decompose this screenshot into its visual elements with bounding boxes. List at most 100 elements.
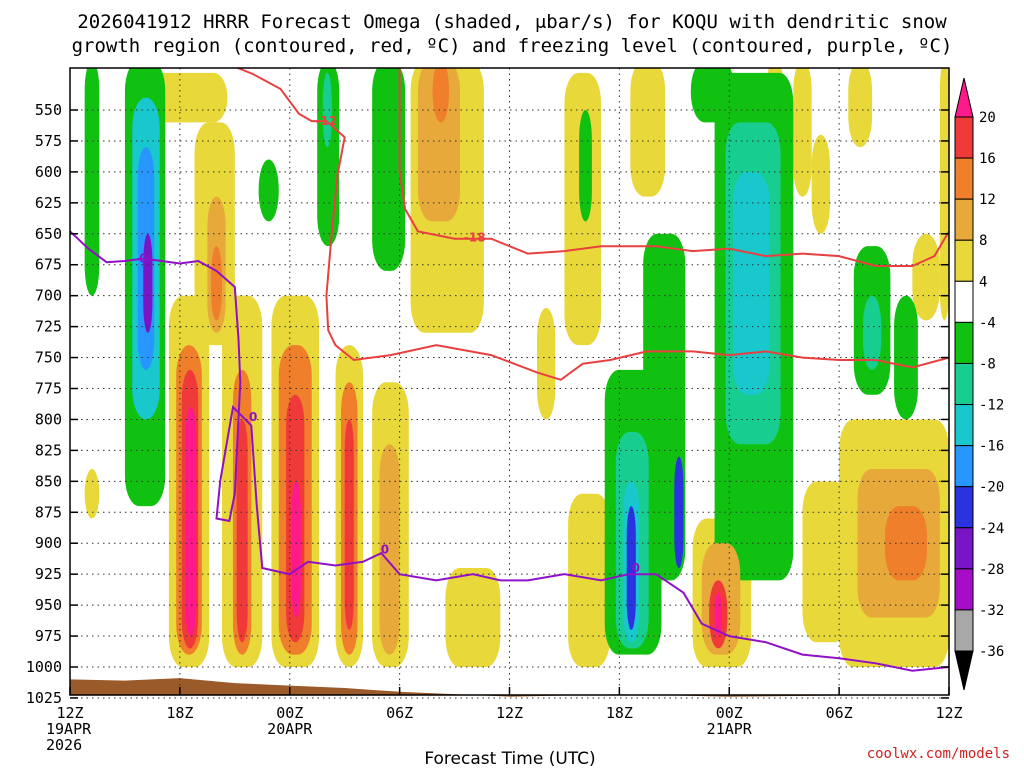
colorbar-swatch-2 bbox=[954, 198, 974, 241]
omega-cell-20 bbox=[802, 481, 849, 643]
credit-link[interactable]: coolwx.com/models bbox=[867, 746, 1010, 762]
omega-cell-14 bbox=[568, 493, 611, 667]
omega-cell-18 bbox=[811, 134, 830, 234]
title-line-1: 2026041912 HRRR Forecast Omega (shaded, … bbox=[77, 11, 947, 33]
colorbar-swatch-7 bbox=[954, 404, 974, 447]
y-tick-label-800: 800 bbox=[35, 410, 62, 428]
x-tick-sub-36-0: 21APR bbox=[707, 720, 753, 738]
y-tick-label-550: 550 bbox=[35, 101, 62, 119]
omega-cell-13 bbox=[630, 68, 666, 197]
x-tick-sub-12-0: 20APR bbox=[267, 720, 313, 738]
y-tick-label-950: 950 bbox=[35, 596, 62, 614]
colorbar-label-8: -16 bbox=[979, 439, 1004, 455]
y-tick-label-625: 625 bbox=[35, 194, 62, 212]
zero-isotherm-freezing-level-label-3: 0 bbox=[632, 561, 640, 575]
colorbar-label-11: -28 bbox=[979, 562, 1004, 578]
colorbar-label-3: 8 bbox=[979, 233, 987, 249]
x-tick-label-48: 12Z bbox=[935, 704, 962, 722]
y-tick-label-850: 850 bbox=[35, 472, 62, 490]
colorbar-top-arrow bbox=[954, 77, 974, 118]
x-axis-title: Forecast Time (UTC) bbox=[424, 749, 595, 768]
omega-cell-40 bbox=[862, 295, 882, 370]
omega-cell-64 bbox=[626, 506, 636, 630]
omega-cell-50 bbox=[732, 171, 770, 395]
colorbar-swatch-10 bbox=[954, 527, 974, 570]
omega-cell-59 bbox=[236, 419, 248, 643]
y-tick-label-1000: 1000 bbox=[26, 658, 62, 676]
colorbar-label-5: -4 bbox=[979, 315, 996, 331]
omega-cell-41 bbox=[322, 72, 332, 148]
y-tick-label-925: 925 bbox=[35, 565, 62, 583]
omega-cell-22 bbox=[912, 233, 940, 321]
x-tick-sub-0-0: 19APR bbox=[46, 720, 92, 738]
colorbar-swatch-5 bbox=[954, 321, 974, 364]
colorbar-label-13: -36 bbox=[979, 644, 1004, 660]
y-tick-label-650: 650 bbox=[35, 225, 62, 243]
zero-isotherm-freezing-level-label-1: 0 bbox=[249, 410, 257, 424]
y-tick-label-750: 750 bbox=[35, 349, 62, 367]
omega-cell-42 bbox=[379, 444, 400, 655]
x-tick-label-42: 06Z bbox=[826, 704, 853, 722]
y-tick-label-900: 900 bbox=[35, 534, 62, 552]
y-tick-label-675: 675 bbox=[35, 256, 62, 274]
colorbar-swatch-8 bbox=[954, 445, 974, 488]
y-axis-ticks: 550 575 600 625 650 675 700 725 750 775 800 825 850 8… bbox=[26, 101, 949, 707]
y-tick-label-1025: 1025 bbox=[26, 689, 62, 707]
omega-cell-60 bbox=[714, 592, 722, 637]
x-tick-label-0: 12Z bbox=[56, 704, 83, 722]
zero-isotherm-freezing-level-label-0: 0 bbox=[139, 252, 147, 266]
colorbar-label-0: 20 bbox=[979, 110, 996, 126]
x-tick-label-36: 00Z bbox=[716, 704, 743, 722]
y-tick-label-725: 725 bbox=[35, 318, 62, 336]
y-tick-label-775: 775 bbox=[35, 380, 62, 398]
omega-cell-63 bbox=[291, 481, 301, 618]
colorbar-swatch-9 bbox=[954, 486, 974, 529]
omega-cell-23 bbox=[939, 68, 949, 321]
x-tick-label-6: 18Z bbox=[166, 704, 193, 722]
colorbar-swatch-1 bbox=[954, 157, 974, 200]
minus18-isotherm bbox=[398, 68, 949, 267]
omega-cell-34 bbox=[894, 295, 918, 420]
colorbar-swatch-3 bbox=[954, 239, 974, 282]
minus18-isotherm-label-0: -18 bbox=[464, 230, 486, 244]
y-tick-label-825: 825 bbox=[35, 441, 62, 459]
colorbar-swatch-11 bbox=[954, 568, 974, 611]
y-tick-label-975: 975 bbox=[35, 627, 62, 645]
omega-cell-51 bbox=[884, 506, 928, 581]
omega-cell-58 bbox=[344, 419, 354, 630]
omega-cell-26 bbox=[258, 159, 279, 222]
colorbar-label-1: 16 bbox=[979, 151, 996, 167]
omega-cell-28 bbox=[579, 110, 592, 222]
x-tick-sub-0-1: 2026 bbox=[46, 736, 82, 754]
omega-cell-9 bbox=[372, 68, 406, 271]
colorbar-label-2: 12 bbox=[979, 192, 996, 208]
omega-cell-62 bbox=[185, 407, 197, 637]
omega-cell-10 bbox=[445, 567, 501, 667]
colorbar-swatch-6 bbox=[954, 362, 974, 406]
colorbar-label-10: -24 bbox=[979, 521, 1004, 537]
omega-cell-49 bbox=[432, 68, 450, 123]
omega-cell-52 bbox=[211, 246, 222, 321]
colorbar-swatch-12 bbox=[954, 609, 974, 652]
x-tick-label-30: 18Z bbox=[606, 704, 633, 722]
y-tick-label-575: 575 bbox=[35, 132, 62, 150]
y-tick-label-875: 875 bbox=[35, 503, 62, 521]
colorbar-swatch-0 bbox=[954, 116, 974, 159]
x-tick-label-18: 06Z bbox=[386, 704, 413, 722]
zero-isotherm-freezing-level-label-2: 0 bbox=[381, 542, 389, 556]
colorbar-label-12: -32 bbox=[979, 603, 1004, 619]
omega-cell-0 bbox=[84, 468, 100, 519]
x-tick-label-12: 00Z bbox=[276, 704, 303, 722]
zero-isotherm-freezing-level bbox=[70, 230, 949, 672]
omega-cell-17 bbox=[793, 68, 812, 197]
temperature-contours: -12 -18 0 0 0 0 bbox=[70, 68, 949, 672]
colorbar-label-7: -12 bbox=[979, 398, 1004, 414]
omega-cell-65 bbox=[143, 233, 153, 333]
omega-cell-36 bbox=[417, 68, 461, 222]
y-tick-label-600: 600 bbox=[35, 163, 62, 181]
colorbar-bottom-arrow bbox=[954, 650, 974, 691]
title-line-2: growth region (contoured, red, ºC) and f… bbox=[72, 35, 953, 57]
y-tick-label-700: 700 bbox=[35, 287, 62, 305]
x-tick-label-24: 12Z bbox=[496, 704, 523, 722]
